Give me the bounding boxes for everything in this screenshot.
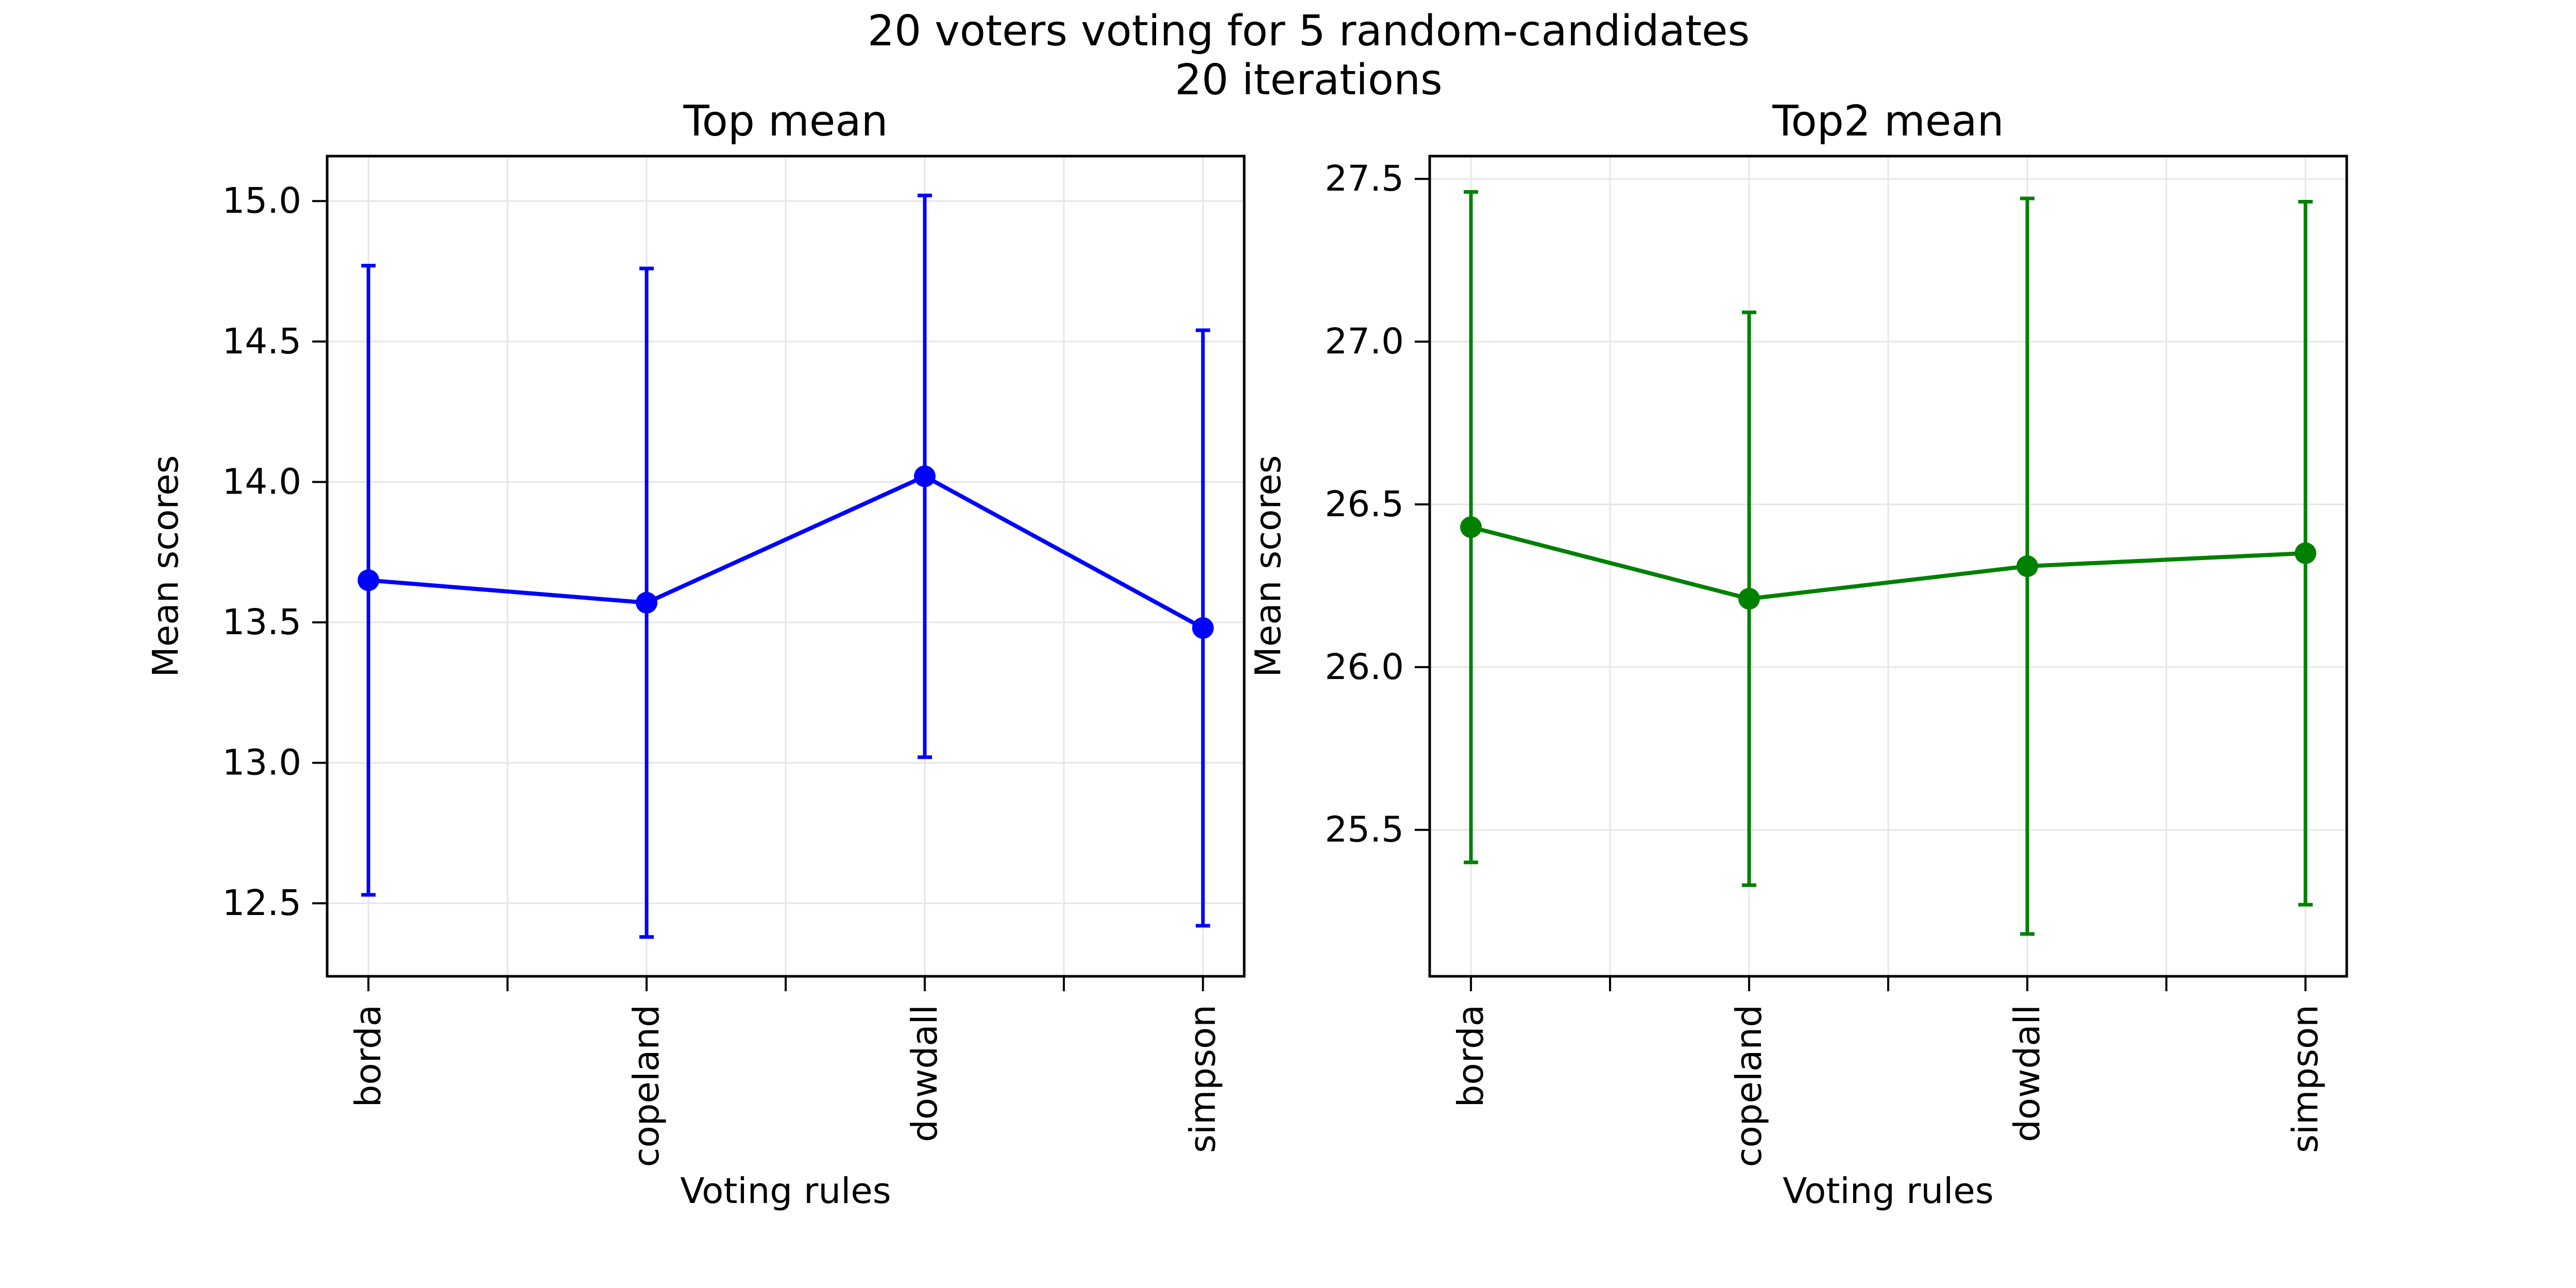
x-axis-label: Voting rules (1783, 1171, 1993, 1212)
y-tick-label: 13.0 (222, 742, 301, 784)
y-tick-label: 25.5 (1325, 809, 1404, 851)
x-tick-label: copeland (1728, 1005, 1770, 1167)
top-mean-panel: borda copeland dowdall simpson 12.5 13.0 13.5 1… (145, 97, 1246, 1212)
y-tick-label: 15.0 (222, 180, 301, 222)
y-tick-label: 27.5 (1325, 158, 1404, 199)
data-point (1460, 516, 1482, 538)
x-tick-label: borda (348, 1005, 389, 1107)
y-tick-label: 12.5 (222, 883, 301, 924)
y-tick-label: 13.5 (222, 602, 301, 643)
figure-suptitle-line2: 20 iterations (1175, 56, 1443, 105)
x-tick-label: dowdall (2007, 1005, 2048, 1142)
data-point (1192, 617, 1214, 639)
axes-title: Top2 mean (1772, 97, 2004, 146)
x-tick-label: borda (1450, 1005, 1492, 1107)
axes-title: Top mean (683, 97, 888, 146)
y-axis-label: Mean scores (1248, 455, 1289, 677)
x-tick-label: copeland (626, 1005, 667, 1167)
y-tick-label: 14.5 (222, 321, 301, 362)
data-point (2294, 542, 2316, 564)
data-point (1738, 588, 1760, 610)
top2-mean-panel: borda copeland dowdall simpson 25.5 26.0 26.5 2… (1248, 97, 2348, 1212)
x-tick-label: simpson (2285, 1005, 2326, 1153)
y-tick-label: 14.0 (222, 461, 301, 502)
series-line (1470, 525, 2306, 601)
figure-suptitle-line1: 20 voters voting for 5 random-candidates (868, 7, 1750, 56)
y-axis-label: Mean scores (145, 455, 187, 677)
x-tick-label: dowdall (904, 1005, 945, 1142)
data-point (913, 465, 936, 487)
series-line (368, 474, 1204, 630)
axes-frame (1428, 155, 2348, 978)
axes-frame (326, 155, 1246, 978)
data-point (2016, 555, 2038, 577)
x-tick-label: simpson (1182, 1005, 1224, 1153)
y-tick-label: 26.0 (1325, 647, 1404, 688)
data-point (358, 569, 380, 591)
data-point (636, 591, 658, 614)
y-tick-label: 27.0 (1325, 321, 1404, 362)
y-tick-label: 26.5 (1325, 484, 1404, 525)
x-axis-label: Voting rules (680, 1171, 891, 1212)
